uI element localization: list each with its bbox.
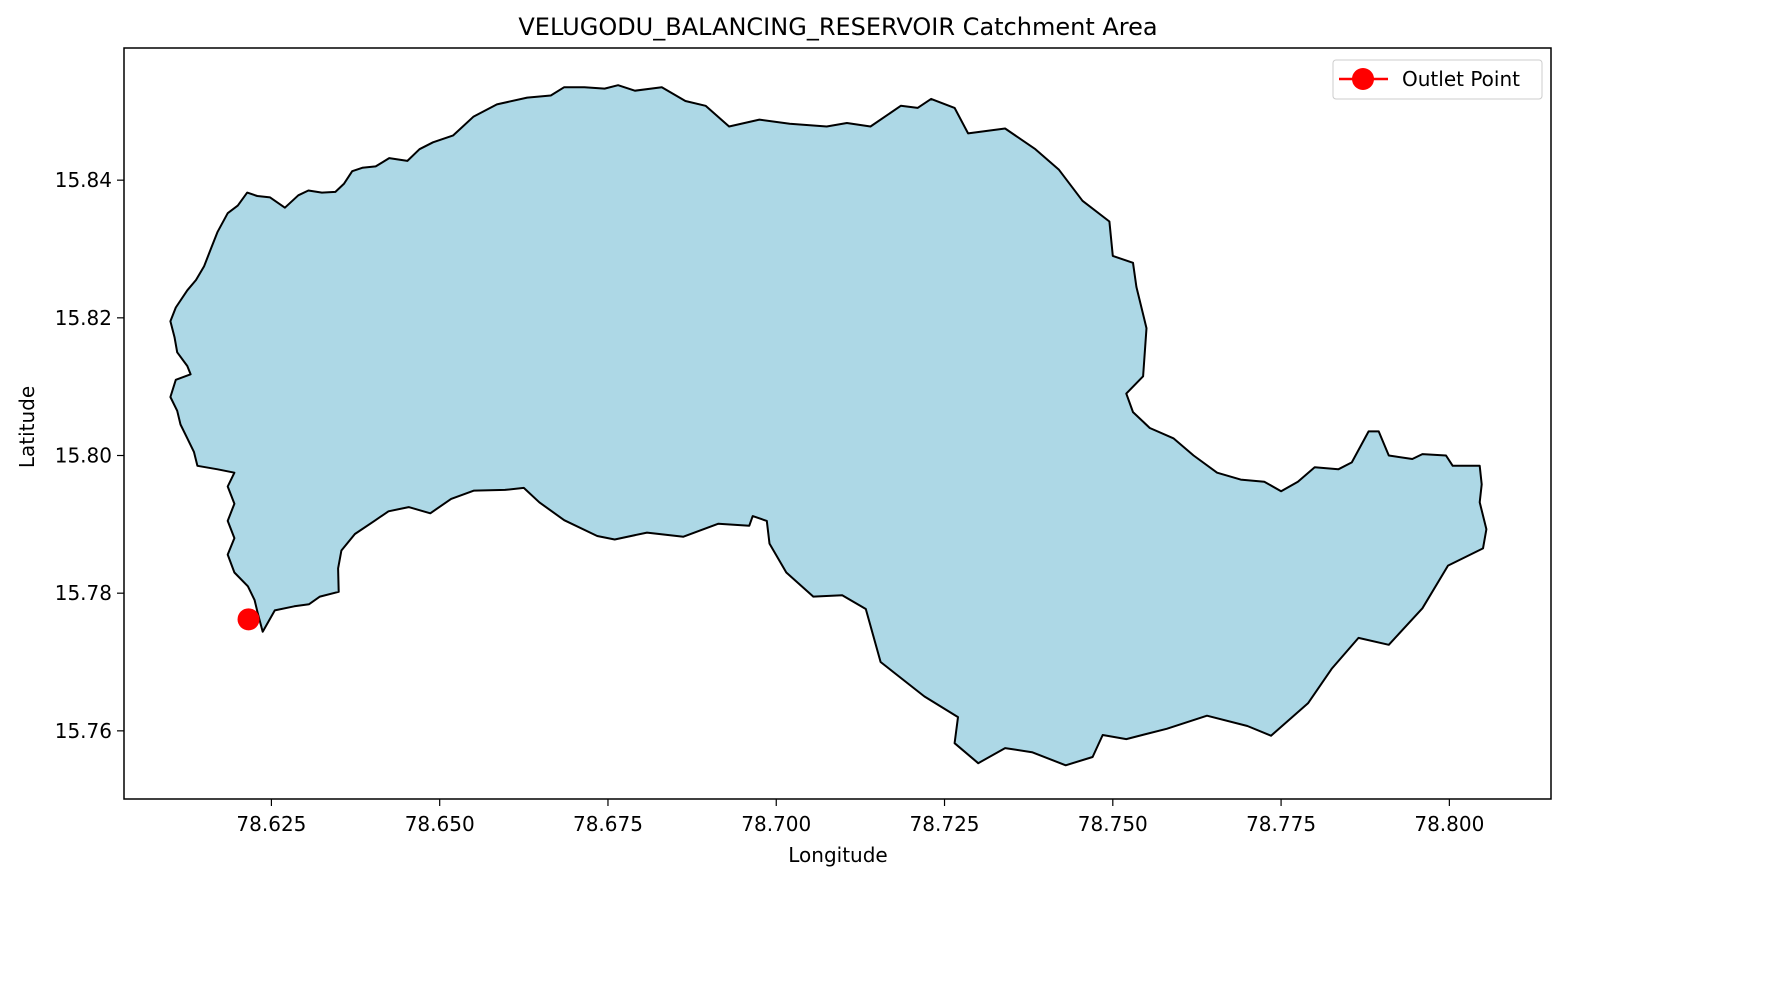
legend-label: Outlet Point [1402,67,1520,91]
x-tick-label: 78.750 [1078,812,1148,836]
x-tick-label: 78.800 [1414,812,1484,836]
y-tick-label: 15.80 [55,444,112,468]
y-tick-label: 15.84 [55,168,112,192]
legend-box [1332,59,1543,100]
outlet-point-marker [237,608,260,631]
x-tick-label: 78.625 [236,812,306,836]
catchment-polygon [169,84,1488,767]
y-axis-label: Latitude [15,386,39,468]
x-tick-label: 78.700 [741,812,811,836]
plot-frame [123,47,1552,800]
x-tick-label: 78.725 [910,812,980,836]
x-tick-label: 78.650 [405,812,475,836]
y-tick-label: 15.82 [55,306,112,330]
chart-title: VELUGODU_BALANCING_RESERVOIR Catchment A… [518,13,1157,41]
y-tick-label: 15.78 [55,581,112,605]
x-tick-label: 78.775 [1246,812,1316,836]
x-tick-label: 78.675 [573,812,643,836]
plot-area [169,84,1488,767]
legend-marker [1352,68,1374,90]
y-tick-label: 15.76 [55,719,112,743]
x-axis-label: Longitude [788,843,887,867]
legend: Outlet Point [1332,59,1543,100]
axes: 78.625 78.650 78.675 78.700 78.725 78.750 78.7… [55,47,1552,836]
